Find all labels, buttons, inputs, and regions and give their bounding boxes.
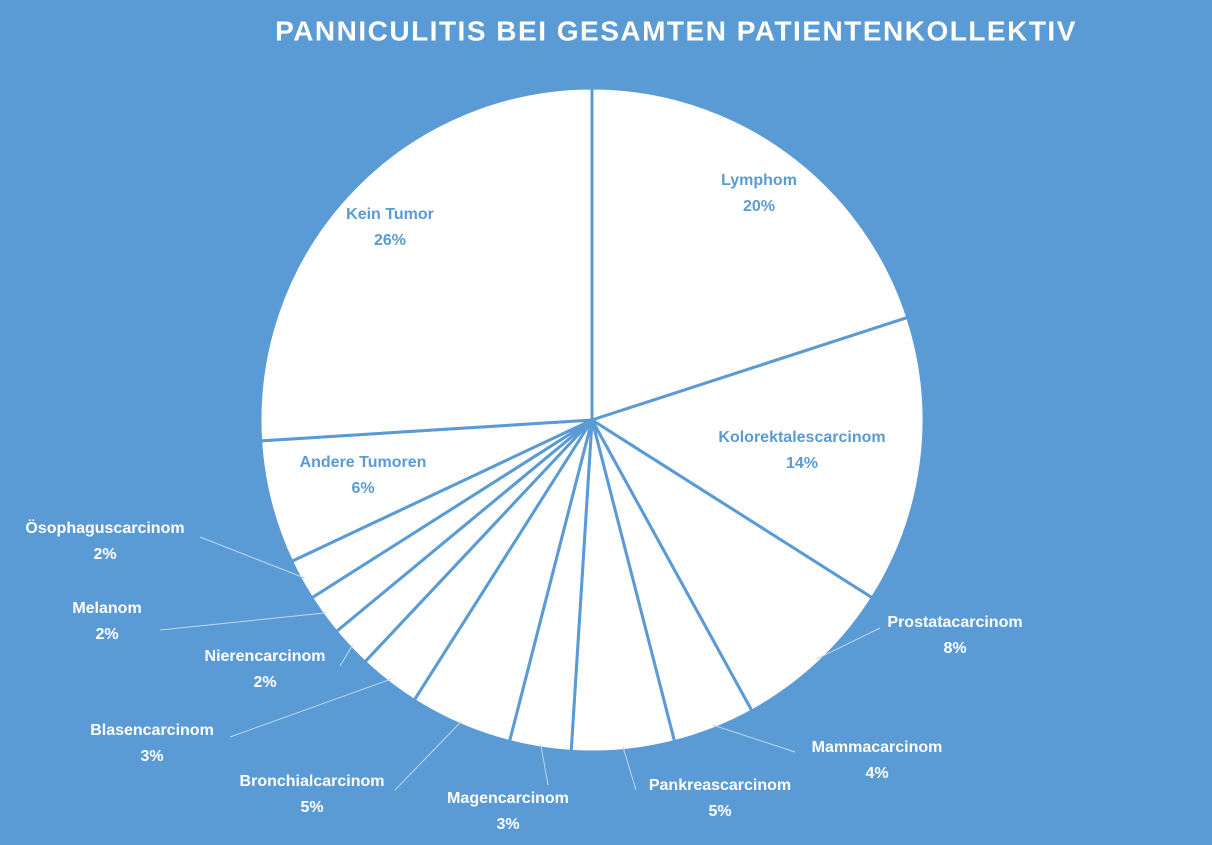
slice-label: Ösophaguscarcinom bbox=[25, 518, 184, 537]
pie-slice bbox=[258, 86, 594, 443]
slice-label: Prostatacarcinom bbox=[887, 614, 1022, 631]
pie-slice bbox=[590, 86, 910, 423]
slice-value-label: 8% bbox=[943, 640, 966, 657]
slice-label: Magencarcinom bbox=[447, 790, 569, 807]
slice-label: Blasencarcinom bbox=[90, 722, 214, 739]
leader-line bbox=[816, 627, 881, 660]
slice-value-label: 5% bbox=[708, 803, 731, 820]
slice-label: Melanom bbox=[72, 600, 141, 617]
slice-value-label: 5% bbox=[300, 799, 323, 816]
slice-value-label: 4% bbox=[865, 765, 888, 782]
slice-label: Bronchialcarcinom bbox=[240, 773, 385, 790]
slice-label: Nierencarcinom bbox=[205, 648, 326, 665]
pie-slice bbox=[259, 418, 593, 564]
leader-line bbox=[712, 724, 796, 753]
slice-label: Mammacarcinom bbox=[812, 739, 943, 756]
chart-title: PANNICULITIS BEI GESAMTEN PATIENTENKOLLE… bbox=[275, 15, 1077, 46]
pie-slice bbox=[590, 418, 875, 713]
slice-value-label: 2% bbox=[93, 546, 116, 563]
leader-line bbox=[622, 746, 637, 791]
slice-value-label: 14% bbox=[786, 455, 818, 472]
slice-value-label: 2% bbox=[253, 674, 276, 691]
leader-line bbox=[394, 720, 463, 791]
slice-value-label: 20% bbox=[743, 198, 775, 215]
leader-line bbox=[159, 612, 327, 631]
slice-label: Pankreascarcinom bbox=[649, 777, 791, 794]
leader-line bbox=[339, 644, 354, 667]
slice-value-label: 6% bbox=[351, 480, 374, 497]
pie-slice bbox=[588, 315, 926, 600]
leader-line bbox=[229, 678, 392, 738]
slice-label: Kein Tumor bbox=[346, 206, 434, 223]
slice-value-label: 3% bbox=[140, 748, 163, 765]
slice-value-label: 2% bbox=[95, 626, 118, 643]
slice-value-label: 3% bbox=[496, 816, 519, 833]
slice-label: Andere Tumoren bbox=[300, 454, 427, 471]
leader-line bbox=[540, 743, 549, 786]
leader-line bbox=[199, 536, 305, 579]
slice-label: Kolorektalescarcinom bbox=[718, 429, 885, 446]
slice-label: Lymphom bbox=[721, 172, 797, 189]
slice-value-label: 26% bbox=[374, 232, 406, 249]
